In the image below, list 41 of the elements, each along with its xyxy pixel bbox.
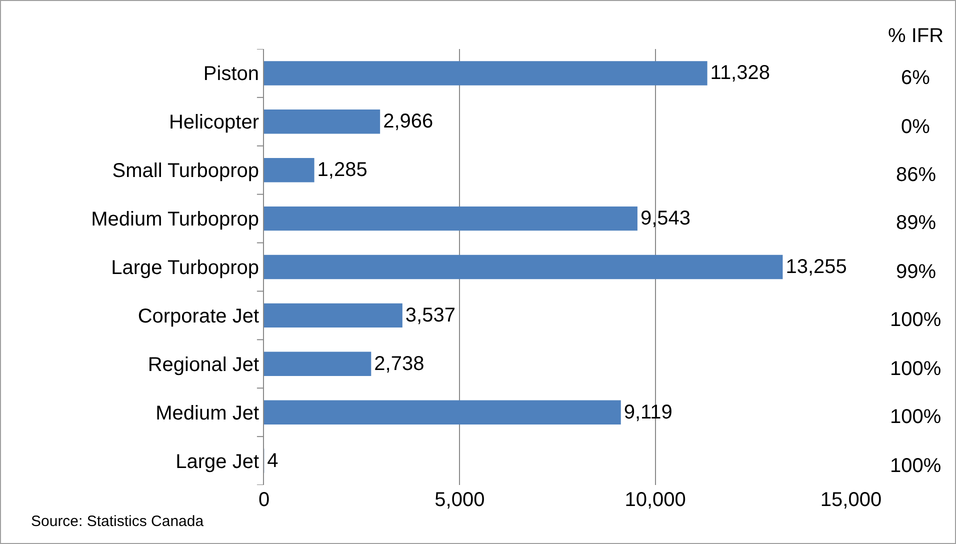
data-label: 9,543 [640, 208, 691, 230]
x-tick-label: 0 [258, 489, 270, 511]
data-label: 2,738 [374, 352, 424, 375]
text: 89% [896, 212, 936, 234]
y-tick-label: Small Turboprop [112, 160, 259, 182]
text: 86% [896, 164, 936, 186]
text: 100% [890, 455, 942, 477]
text: 100% [890, 406, 942, 428]
bar [264, 110, 380, 134]
bar [264, 254, 783, 280]
source-note: Source: Statistics Canada [31, 513, 204, 530]
text: 100% [890, 358, 942, 380]
y-tick-label: Medium Turboprop [91, 208, 259, 231]
bar [264, 400, 621, 424]
y-tick-label: Regional Jet [148, 354, 260, 376]
text: 6% [901, 67, 930, 89]
bar [264, 303, 402, 328]
x-tick-label: 15,000 [820, 489, 882, 511]
y-tick-label: Medium Jet [156, 402, 260, 424]
bar [264, 61, 708, 86]
data-label: 4 [267, 450, 278, 472]
bar [264, 158, 314, 182]
data-label: 9,119 [624, 401, 672, 424]
y-tick-label: Large Jet [176, 450, 260, 473]
text: 100% [890, 309, 942, 331]
data-label: 1,285 [317, 159, 368, 182]
y-tick-label: Helicopter [168, 112, 260, 134]
x-tick-label: 5,000 [434, 489, 485, 511]
bar [264, 352, 372, 376]
y-tick-label: Large Turboprop [111, 257, 259, 279]
data-label: 2,966 [383, 110, 434, 133]
data-label: 13,255 [786, 256, 847, 278]
text: 99% [896, 261, 936, 283]
y-tick-label: Corporate Jet [138, 305, 260, 328]
data-label: 11,328 [710, 62, 770, 84]
bar [264, 206, 638, 231]
data-label: 3,537 [405, 304, 456, 326]
text: 0% [901, 116, 930, 138]
x-tick-label: 10,000 [624, 489, 686, 511]
text: % IFR [888, 25, 944, 47]
y-tick-label: Piston [203, 63, 259, 86]
